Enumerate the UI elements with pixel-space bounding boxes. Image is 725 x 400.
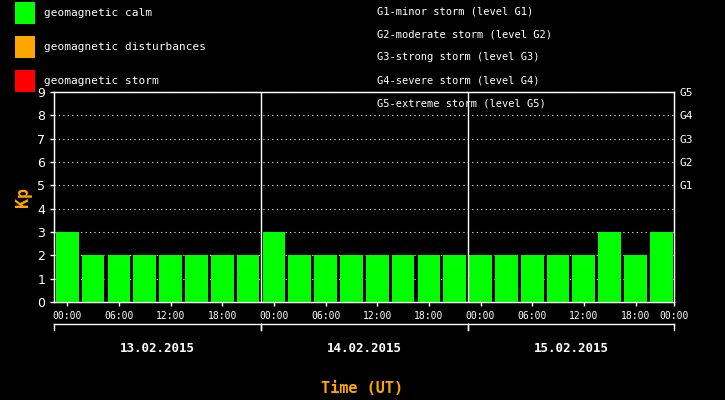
Bar [314, 255, 337, 302]
Text: geomagnetic calm: geomagnetic calm [44, 8, 152, 18]
Text: G2-moderate storm (level G2): G2-moderate storm (level G2) [377, 29, 552, 39]
Text: 13.02.2015: 13.02.2015 [120, 342, 195, 355]
Bar [624, 255, 647, 302]
Bar [262, 232, 285, 302]
Bar [650, 232, 673, 302]
Bar [185, 255, 208, 302]
Bar [289, 255, 311, 302]
Text: geomagnetic storm: geomagnetic storm [44, 76, 158, 86]
Text: Time (UT): Time (UT) [321, 381, 404, 396]
Bar [56, 232, 78, 302]
Y-axis label: Kp: Kp [14, 187, 32, 207]
Bar [573, 255, 595, 302]
Text: G3-strong storm (level G3): G3-strong storm (level G3) [377, 52, 539, 62]
Text: 14.02.2015: 14.02.2015 [327, 342, 402, 355]
Bar [82, 255, 104, 302]
Bar [160, 255, 182, 302]
Bar [366, 255, 389, 302]
Text: G1-minor storm (level G1): G1-minor storm (level G1) [377, 6, 534, 16]
Text: G5-extreme storm (level G5): G5-extreme storm (level G5) [377, 99, 546, 109]
Bar [133, 255, 156, 302]
Bar [107, 255, 130, 302]
Bar [495, 255, 518, 302]
Bar [547, 255, 569, 302]
Bar [598, 232, 621, 302]
Bar [469, 255, 492, 302]
Bar [340, 255, 362, 302]
Text: 15.02.2015: 15.02.2015 [534, 342, 608, 355]
Bar [418, 255, 440, 302]
Text: geomagnetic disturbances: geomagnetic disturbances [44, 42, 205, 52]
Bar [237, 255, 260, 302]
Bar [444, 255, 466, 302]
Bar [521, 255, 544, 302]
Text: G4-severe storm (level G4): G4-severe storm (level G4) [377, 76, 539, 86]
Bar [211, 255, 233, 302]
Bar [392, 255, 415, 302]
